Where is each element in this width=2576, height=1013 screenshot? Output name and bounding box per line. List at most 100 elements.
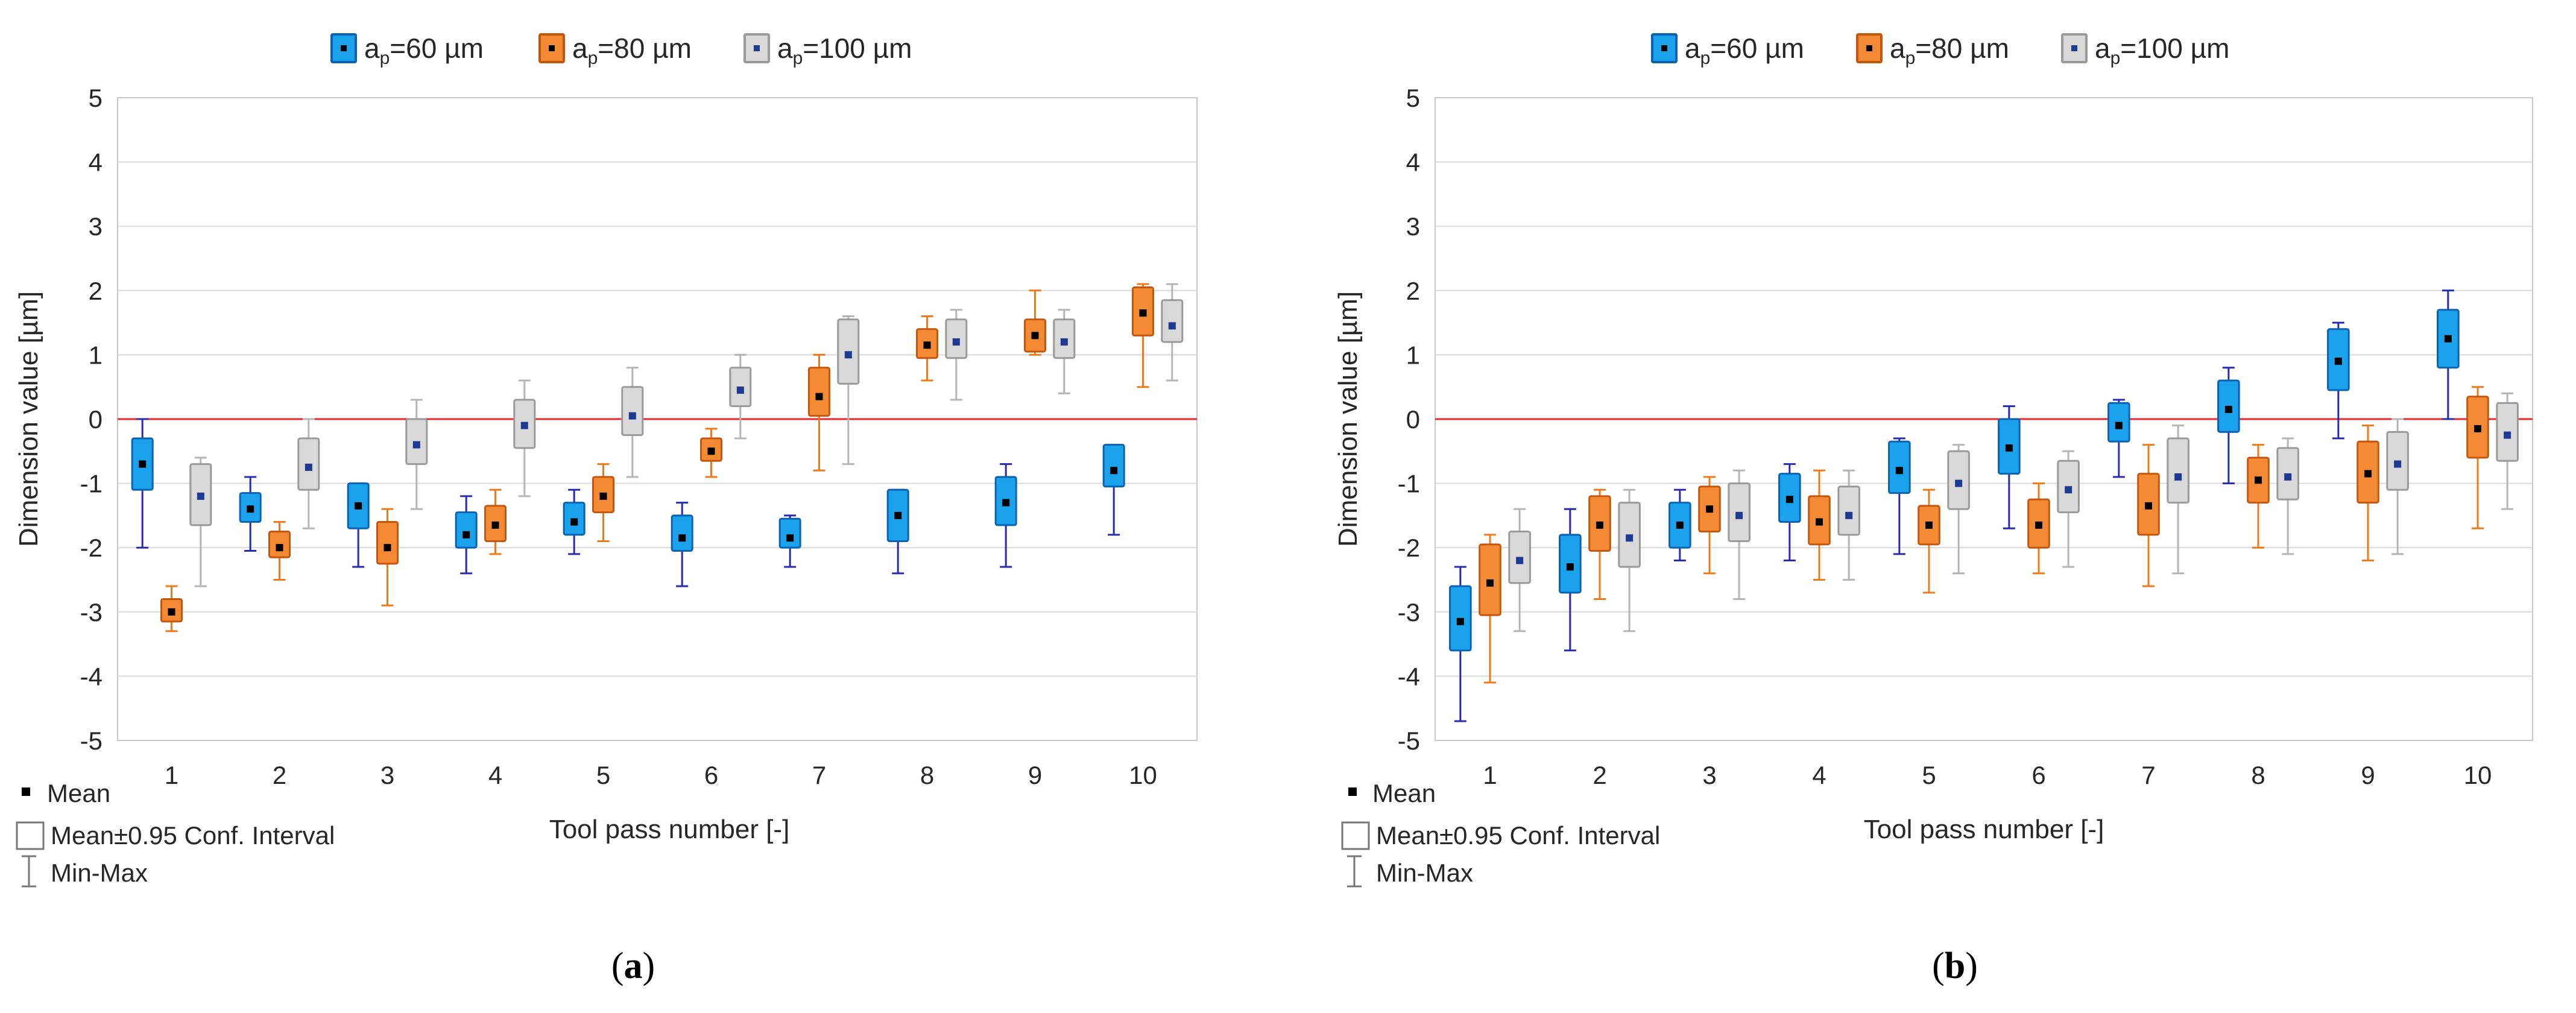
ci-box-60 <box>1102 444 1125 488</box>
y-tick-labels-b: -5 -4 -3 -2 -1 0 1 2 3 4 5 <box>1398 84 1420 755</box>
box-60-pass-4 <box>1778 463 1801 562</box>
legend-label-60: ap=60 µm <box>1685 33 1804 68</box>
box-80-pass-10 <box>1131 283 1155 388</box>
y-tick-label-b: -1 <box>1398 470 1420 498</box>
mean-marker-80 <box>2474 424 2481 432</box>
box-60-pass-1 <box>131 418 154 549</box>
box-marks-a <box>131 283 1184 633</box>
y-tick-label-b: 4 <box>1406 148 1420 177</box>
mean-marker-100 <box>1516 557 1524 564</box>
mean-marker-100 <box>736 387 744 394</box>
mean-marker-100 <box>520 421 528 429</box>
box-80-pass-2 <box>268 521 291 581</box>
mean-marker-60 <box>462 531 470 538</box>
x-tick-label-a: 1 <box>165 761 178 789</box>
x-tick-label-a: 10 <box>1129 761 1157 789</box>
legend-swatch-80-mean <box>549 45 555 51</box>
x-axis-title-b: Tool pass number [-] <box>1864 815 2104 844</box>
mean-marker-60 <box>355 502 362 510</box>
mean-marker-100 <box>305 463 312 471</box>
mean-marker-60 <box>2444 335 2452 342</box>
y-tick-label-a: -5 <box>80 727 103 755</box>
panel-b: ap=60 µm ap=80 µm ap=100 µm -5 -4 -3 -2 -1 0 1… <box>1333 33 2533 986</box>
box-100-pass-8 <box>2276 437 2299 555</box>
box-100-pass-1 <box>189 456 212 587</box>
box-100-pass-6 <box>2057 450 2080 568</box>
mean-marker-80 <box>276 544 283 552</box>
key-conf-marker-a <box>16 821 45 850</box>
box-100-pass-1 <box>1508 508 1531 633</box>
mean-marker-80 <box>168 608 175 616</box>
box-100-pass-6 <box>729 353 752 440</box>
key-mean-marker-b <box>1348 787 1357 796</box>
key-minmax-marker-b <box>1347 855 1362 888</box>
x-tick-label-b: 3 <box>1702 761 1716 789</box>
x-tick-label-a: 2 <box>273 761 286 789</box>
box-60-pass-9 <box>994 463 1017 568</box>
mean-marker-100 <box>1845 511 1853 519</box>
key-mean-marker-a <box>22 787 30 796</box>
legend-label-100: ap=100 µm <box>2095 33 2230 68</box>
y-tick-label-a: 4 <box>89 148 103 177</box>
legend-label-80: ap=80 µm <box>572 33 692 68</box>
y-tick-label-a: 0 <box>89 405 103 434</box>
key-mean-label-b: Mean <box>1372 779 1436 807</box>
x-tick-label-b: 7 <box>2141 761 2155 789</box>
y-tick-label-a: 5 <box>89 84 103 112</box>
mean-marker-100 <box>412 441 420 449</box>
mean-marker-100 <box>844 351 852 359</box>
x-tick-labels-a: 1 2 3 4 5 6 7 8 9 10 <box>165 761 1157 789</box>
box-80-pass-5 <box>592 463 615 543</box>
stat-key-b: Mean Mean±0.95 Conf. Interval Min-Max <box>1341 779 1660 888</box>
x-tick-label-a: 8 <box>920 761 934 789</box>
mean-marker-100 <box>952 338 960 346</box>
box-100-pass-9 <box>2386 418 2409 555</box>
mean-marker-60 <box>1110 467 1118 475</box>
ci-box-80 <box>807 367 831 417</box>
key-minmax-label-b: Min-Max <box>1376 859 1473 887</box>
mean-marker-80 <box>1139 309 1147 317</box>
mean-marker-60 <box>570 518 578 526</box>
mean-marker-80 <box>923 341 931 349</box>
y-tick-label-b: 3 <box>1406 212 1420 241</box>
ci-box-100 <box>2167 437 2189 504</box>
mean-marker-80 <box>491 521 499 529</box>
box-60-pass-8 <box>2217 367 2240 485</box>
x-axis-title-a: Tool pass number [-] <box>549 815 790 844</box>
mean-marker-60 <box>894 511 902 519</box>
box-60-pass-6 <box>671 502 693 587</box>
mean-marker-100 <box>2065 486 2072 494</box>
box-80-pass-3 <box>1698 476 1721 575</box>
mean-marker-100 <box>2394 460 2402 468</box>
box-80-pass-6 <box>699 428 723 478</box>
box-80-pass-4 <box>1808 469 1831 581</box>
legend-item-80: ap=80 µm <box>538 33 692 68</box>
x-tick-label-b: 5 <box>1922 761 1936 789</box>
x-tick-label-b: 9 <box>2361 761 2375 789</box>
mean-marker-80 <box>1706 505 1713 513</box>
box-100-pass-9 <box>1053 309 1076 394</box>
y-tick-labels-a: -5 -4 -3 -2 -1 0 1 2 3 4 5 <box>80 84 103 755</box>
legend-b: ap=60 µm ap=80 µm ap=100 µm <box>1651 33 2230 68</box>
box-60-pass-2 <box>1559 508 1582 652</box>
box-100-pass-2 <box>1618 488 1641 633</box>
mean-marker-60 <box>2005 444 2013 452</box>
stat-key-a: Mean Mean±0.95 Conf. Interval Min-Max <box>16 779 335 888</box>
box-100-pass-8 <box>945 309 968 401</box>
ci-box-100 <box>1837 485 1860 536</box>
x-tick-labels-b: 1 2 3 4 5 6 7 8 9 10 <box>1483 761 2492 789</box>
mean-marker-60 <box>1785 496 1793 503</box>
mean-marker-80 <box>384 544 391 552</box>
x-tick-label-b: 8 <box>2251 761 2265 789</box>
mean-marker-100 <box>628 412 636 420</box>
mean-marker-80 <box>707 447 715 455</box>
box-80-pass-6 <box>2027 482 2050 575</box>
legend-item-60: ap=60 µm <box>330 33 484 68</box>
mean-marker-100 <box>1626 534 1634 542</box>
ci-box-100 <box>1161 299 1184 343</box>
y-tick-label-b: -3 <box>1398 598 1420 626</box>
mean-marker-80 <box>2255 476 2262 484</box>
mean-marker-60 <box>1676 521 1684 529</box>
box-100-pass-3 <box>1728 469 1750 600</box>
mean-marker-60 <box>678 534 686 542</box>
